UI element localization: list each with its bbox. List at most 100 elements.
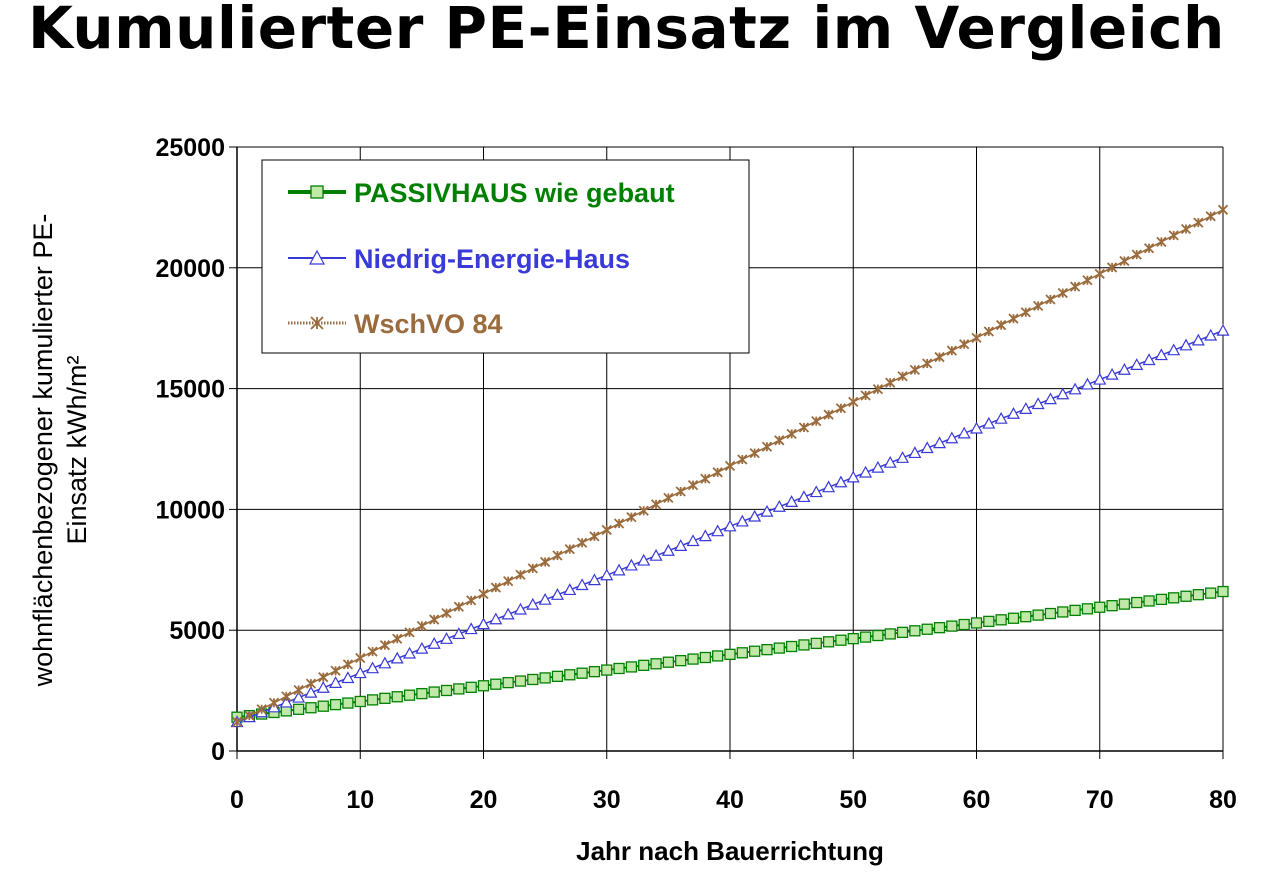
y-tick-label: 10000 [155,496,225,524]
data-point-triangle [748,509,762,522]
data-point-triangle [797,490,811,503]
data-point-triangle [1117,363,1131,375]
data-point-star [539,556,551,568]
y-tick-label: 5000 [169,617,225,645]
data-point-square [576,667,588,679]
data-point-star [1205,211,1216,222]
data-point-star [293,684,304,696]
data-point-triangle [1056,387,1070,400]
data-point-triangle [308,249,326,265]
data-point-square [310,185,324,199]
data-point-star [712,467,723,478]
data-point-triangle [390,651,404,664]
data-point-star [872,383,884,395]
data-point-star [453,601,464,612]
data-point-square [909,625,921,637]
data-point-star [601,524,612,536]
data-point-star [798,422,810,433]
data-point-triangle [1154,348,1168,361]
data-point-star [490,582,501,593]
data-point-square [625,661,638,673]
data-point-triangle [489,612,503,625]
data-point-star [1168,230,1179,241]
y-tick-label: 20000 [155,255,225,283]
data-point-triangle [341,671,355,684]
data-point-square [502,676,514,689]
data-point-star [1045,294,1056,305]
data-point-triangle [1006,407,1020,419]
data-point-square [317,700,329,712]
data-point-star [552,550,563,561]
data-point-star [1008,313,1019,324]
data-point-square [354,695,366,708]
x-tick-label: 60 [963,786,991,814]
data-point-star [934,351,945,363]
data-point-triangle [760,504,774,517]
data-point-square [884,628,896,640]
data-point-triangle [822,480,836,493]
data-point-star [959,339,970,350]
data-point-square [958,618,970,631]
data-point-triangle [859,465,873,478]
data-point-star [305,678,317,689]
data-point-square [773,642,785,654]
data-point-square [638,659,650,672]
data-point-triangle [292,690,306,703]
data-point-star [897,371,908,382]
data-point-triangle [785,495,799,507]
data-point-triangle [1031,397,1045,410]
data-point-star [786,428,797,440]
data-point-star [761,441,773,452]
data-point-star [1143,243,1155,254]
data-point-star [1032,300,1044,311]
data-point-square [1192,589,1204,601]
data-point-square [662,656,675,668]
data-point-star [231,716,243,728]
data-point-triangle [1043,392,1057,405]
data-point-square [699,651,711,664]
x-tick-label: 40 [716,786,744,814]
data-point-star [848,396,859,408]
data-point-triangle [624,558,638,571]
data-point-star [835,403,847,414]
data-point-triangle [661,544,675,556]
data-point-star [589,531,600,542]
series-3 [231,204,1229,728]
data-point-star [503,576,514,587]
legend-item: WschVO 84 [288,309,503,339]
data-point-square [946,620,958,632]
data-point-star [663,492,674,504]
x-tick-label: 80 [1209,786,1237,814]
data-point-star [1180,223,1192,235]
data-point-triangle [538,592,552,605]
data-point-square [551,670,564,682]
data-point-square [1118,598,1131,610]
data-point-square [983,615,995,628]
tick-labels: 0 5000 10000 15000 20000 25000 0 10 20 30 40 50 60 70… [155,134,1236,814]
data-point-square [613,662,625,675]
data-point-square [1069,604,1081,617]
data-point-star [1193,217,1204,228]
data-point-square [329,698,342,711]
series-1 [231,585,1229,723]
data-point-triangle [896,451,910,463]
data-point-triangle [933,436,947,449]
data-point-square [379,692,391,704]
data-point-square [675,654,687,667]
data-point-triangle [550,588,564,600]
data-point-triangle [575,578,589,591]
data-point-square [1143,595,1155,607]
data-point-star [922,358,933,369]
data-point-star [885,377,896,388]
data-point-triangle [1216,323,1230,336]
data-point-square [564,669,576,681]
data-point-triangle [1179,338,1193,351]
data-point-triangle [427,636,441,649]
data-point-square [995,614,1007,626]
data-point-square [724,648,736,661]
data-point-star [310,316,324,330]
data-point-star [1106,262,1118,273]
data-point-triangle [403,646,417,659]
data-point-square [798,639,810,651]
data-point-square [490,678,502,690]
